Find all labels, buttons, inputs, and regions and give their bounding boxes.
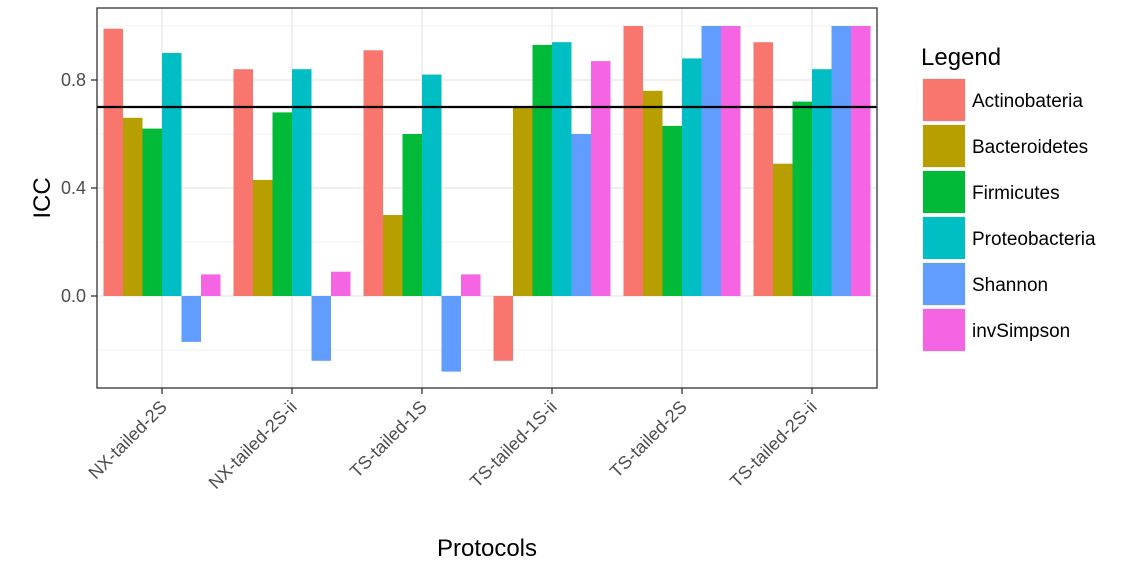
y-tick-label: 0.8 xyxy=(61,70,86,90)
bar-proteobacteria-ts-tailed-1s-ii xyxy=(552,42,572,297)
bar-bacteroidetes-ts-tailed-1s xyxy=(383,215,403,296)
bar-invsimpson-ts-tailed-2s xyxy=(721,26,741,296)
legend-label-invsimpson: invSimpson xyxy=(972,321,1070,342)
bar-actinobateria-ts-tailed-2s-ii xyxy=(753,42,773,297)
bar-actinobateria-nx-tailed-2s xyxy=(103,28,123,296)
bar-firmicutes-nx-tailed-2s-ii xyxy=(272,112,292,297)
bar-bacteroidetes-ts-tailed-1s-ii xyxy=(513,107,533,296)
x-axis: NX-tailed-2S NX-tailed-2S-ii TS-tailed-1S T… xyxy=(85,388,821,493)
legend-key-bacteroidetes xyxy=(923,125,965,167)
x-tick-label: TS-tailed-1S-ii xyxy=(466,397,561,492)
y-tick-label: 0.0 xyxy=(61,286,86,306)
x-tick-label: TS-tailed-2S-ii xyxy=(726,397,821,492)
legend-key-shannon xyxy=(923,263,965,305)
y-axis: 0.0 0.4 0.8 xyxy=(61,70,97,306)
x-tick-label: TS-tailed-2S xyxy=(606,397,691,482)
bar-firmicutes-ts-tailed-1s xyxy=(402,134,422,296)
bar-shannon-ts-tailed-2s xyxy=(701,26,721,296)
x-tick-label: NX-tailed-2S xyxy=(85,397,171,483)
x-tick-label: NX-tailed-2S-ii xyxy=(205,397,301,493)
bar-proteobacteria-nx-tailed-2s-ii xyxy=(292,69,312,296)
bar-bacteroidetes-ts-tailed-2s-ii xyxy=(773,163,793,296)
legend-key-actinobateria xyxy=(923,79,965,121)
bar-actinobateria-ts-tailed-1s-ii xyxy=(493,296,513,361)
bar-invsimpson-ts-tailed-2s-ii xyxy=(851,26,871,296)
bar-bacteroidetes-nx-tailed-2s-ii xyxy=(253,179,273,296)
bar-proteobacteria-ts-tailed-2s-ii xyxy=(812,69,832,296)
bar-actinobateria-ts-tailed-1s xyxy=(363,50,383,296)
bar-firmicutes-nx-tailed-2s xyxy=(142,128,162,296)
legend: Legend Actinobateria Bacteroidetes Firmicu… xyxy=(921,44,1096,352)
plot-panel-border xyxy=(96,7,878,389)
bar-shannon-nx-tailed-2s-ii xyxy=(311,296,331,361)
bar-shannon-ts-tailed-1s xyxy=(441,296,461,372)
bar-proteobacteria-ts-tailed-2s xyxy=(682,58,702,297)
bar-bacteroidetes-nx-tailed-2s xyxy=(123,117,143,296)
bar-invsimpson-ts-tailed-1s xyxy=(461,274,481,296)
legend-label-actinobateria: Actinobateria xyxy=(972,91,1083,112)
bar-proteobacteria-ts-tailed-1s xyxy=(422,74,442,296)
legend-label-bacteroidetes: Bacteroidetes xyxy=(972,137,1088,158)
bar-shannon-ts-tailed-1s-ii xyxy=(571,134,591,296)
bar-invsimpson-nx-tailed-2s-ii xyxy=(331,271,351,296)
legend-title: Legend xyxy=(921,44,1001,71)
bar-bacteroidetes-ts-tailed-2s xyxy=(643,90,663,296)
bar-firmicutes-ts-tailed-1s-ii xyxy=(532,44,552,297)
bar-invsimpson-nx-tailed-2s xyxy=(201,274,221,296)
y-tick-label: 0.4 xyxy=(61,178,86,198)
legend-label-shannon: Shannon xyxy=(972,275,1048,296)
legend-key-firmicutes xyxy=(923,171,965,213)
legend-label-firmicutes: Firmicutes xyxy=(972,183,1060,204)
bar-shannon-ts-tailed-2s-ii xyxy=(831,26,851,296)
bars xyxy=(103,26,871,372)
legend-label-proteobacteria: Proteobacteria xyxy=(972,229,1096,250)
bar-invsimpson-ts-tailed-1s-ii xyxy=(591,61,611,296)
bar-actinobateria-ts-tailed-2s xyxy=(623,26,643,296)
bar-proteobacteria-nx-tailed-2s xyxy=(162,53,182,296)
legend-key-proteobacteria xyxy=(923,217,965,259)
x-axis-title: Protocols xyxy=(437,535,537,562)
x-tick-label: TS-tailed-1S xyxy=(346,397,431,482)
bar-actinobateria-nx-tailed-2s-ii xyxy=(233,69,253,296)
y-axis-title: ICC xyxy=(29,177,56,218)
bar-firmicutes-ts-tailed-2s xyxy=(662,125,682,297)
bar-firmicutes-ts-tailed-2s-ii xyxy=(792,101,812,296)
legend-key-invsimpson xyxy=(923,309,965,351)
bar-shannon-nx-tailed-2s xyxy=(181,296,201,342)
